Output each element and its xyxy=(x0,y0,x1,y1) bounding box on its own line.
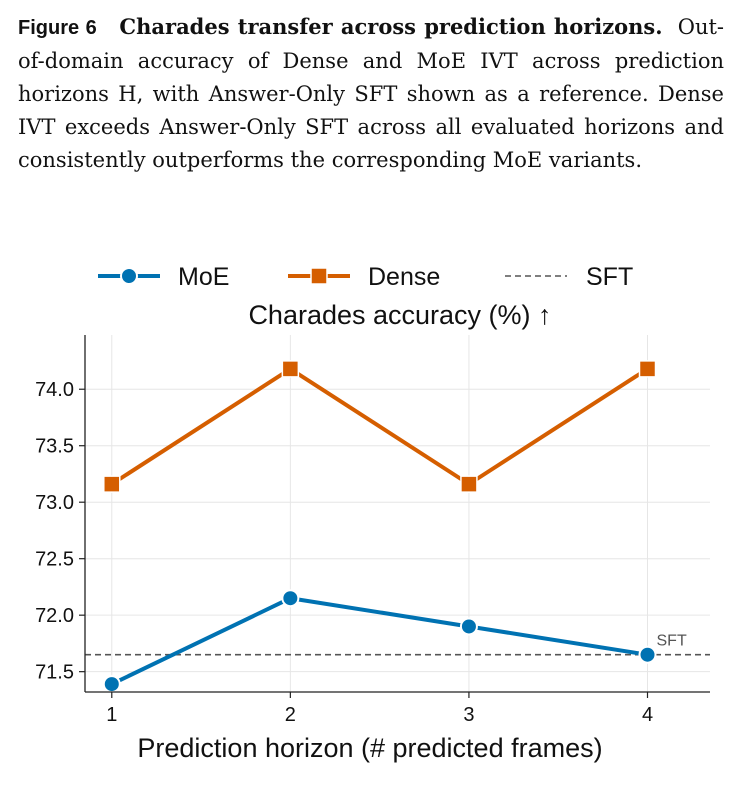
moe-legend-label: MoE xyxy=(178,263,229,291)
moe-series-line xyxy=(110,596,648,686)
axes: 1 2 3 4 71.5 72.0 72.5 73.0 73.5 74.0 xyxy=(35,335,710,726)
x-axis-title: Prediction horizon (# predicted frames) xyxy=(137,733,602,763)
chart-title: Charades accuracy (%) ↑ xyxy=(248,300,551,330)
dense-point xyxy=(281,360,300,378)
sft-legend-label: SFT xyxy=(586,263,633,291)
y-tick-label: 73.0 xyxy=(35,492,74,514)
grid-lines xyxy=(85,335,710,692)
x-tick-label: 3 xyxy=(463,704,474,726)
chart-legend: MoE Dense SFT xyxy=(98,263,633,291)
y-tick-label: 73.5 xyxy=(35,436,74,458)
reference-line-group: SFT xyxy=(85,633,710,656)
dense-point xyxy=(460,475,478,493)
figure-caption: Figure 6 Charades transfer across predic… xyxy=(18,10,724,177)
dense-series-line xyxy=(110,366,649,487)
moe-point xyxy=(102,675,121,694)
moe-point xyxy=(459,617,478,636)
y-tick-label: 74.0 xyxy=(35,379,74,401)
x-tick-label: 2 xyxy=(285,704,296,726)
dense-legend-marker xyxy=(310,267,328,285)
caption-body: Out-of-domain accuracy of Dense and MoE … xyxy=(18,15,725,172)
y-tick-label: 71.5 xyxy=(35,662,74,684)
x-tick-label: 1 xyxy=(106,704,117,726)
sft-reference-label: SFT xyxy=(657,633,687,650)
dense-point xyxy=(638,360,657,378)
caption-title: Charades transfer across prediction hori… xyxy=(119,14,663,39)
moe-point xyxy=(281,589,300,608)
dense-point xyxy=(103,475,121,493)
y-tick-label: 72.5 xyxy=(35,549,74,571)
dense-legend-label: Dense xyxy=(368,263,440,291)
moe-legend-marker xyxy=(120,267,138,285)
figure-label: Figure 6 xyxy=(18,17,97,39)
series-group xyxy=(102,360,657,694)
moe-point xyxy=(638,645,657,664)
y-tick-label: 72.0 xyxy=(35,605,74,627)
x-tick-label: 4 xyxy=(642,704,653,726)
